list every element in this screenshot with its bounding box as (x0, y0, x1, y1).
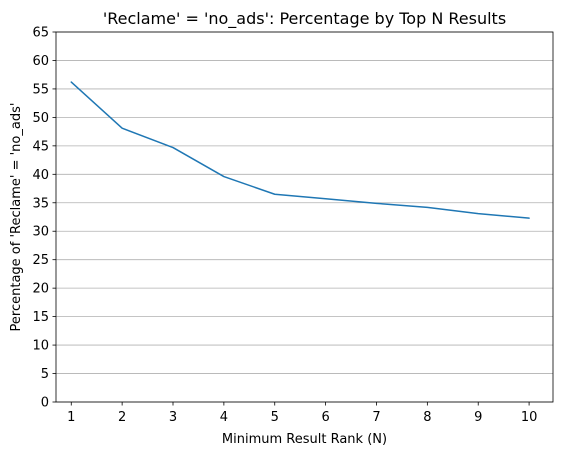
series-line (70, 81, 530, 219)
y-tick-label: 10 (32, 339, 49, 354)
series-layer (70, 81, 530, 219)
x-tick-label: 8 (423, 410, 431, 425)
y-tick-label: 65 (32, 26, 49, 41)
y-tick-label: 25 (32, 253, 49, 268)
x-tick-label: 9 (474, 410, 482, 425)
x-tick-label: 3 (169, 410, 177, 425)
y-tick-label: 55 (32, 82, 49, 97)
x-tick-label: 10 (521, 410, 538, 425)
x-tick-label: 4 (220, 410, 228, 425)
chart-title: 'Reclame' = 'no_ads': Percentage by Top … (103, 9, 506, 29)
x-tick-label: 1 (67, 410, 75, 425)
axes-layer (55, 31, 554, 403)
y-tick-label: 45 (32, 139, 49, 154)
y-axis-label: Percentage of 'Reclame' = 'no_ads' (9, 103, 24, 332)
y-tick-label: 60 (32, 54, 49, 69)
y-tick-label: 5 (41, 367, 49, 382)
y-tick-label: 35 (32, 196, 49, 211)
grid-layer (56, 31, 553, 403)
x-axis-label: Minimum Result Rank (N) (222, 432, 387, 447)
y-tick-label: 50 (32, 111, 49, 126)
x-tick-label: 2 (118, 410, 126, 425)
x-tick-label: 7 (372, 410, 380, 425)
x-tick-label: 5 (271, 410, 279, 425)
y-tick-label: 40 (32, 168, 49, 183)
axes-frame (55, 31, 554, 403)
y-tick-label: 15 (32, 310, 49, 325)
x-tick-label: 6 (321, 410, 329, 425)
y-tick-label: 20 (32, 282, 49, 297)
y-tick-label: 30 (32, 225, 49, 240)
y-tick-label: 0 (41, 396, 49, 411)
